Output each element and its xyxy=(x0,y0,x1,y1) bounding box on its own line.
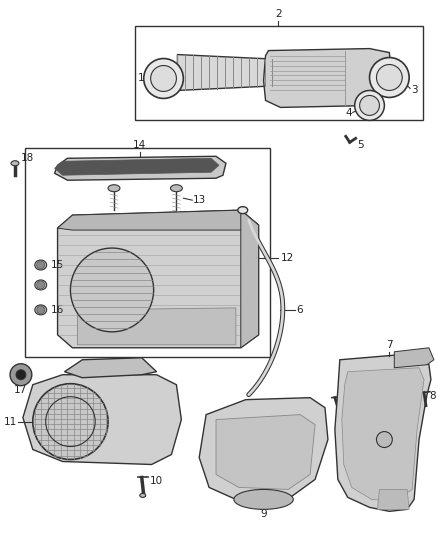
Text: 8: 8 xyxy=(429,391,435,401)
Circle shape xyxy=(377,64,402,91)
Polygon shape xyxy=(55,158,219,175)
Text: 3: 3 xyxy=(411,85,418,95)
Circle shape xyxy=(71,248,154,332)
Text: 6: 6 xyxy=(296,305,303,315)
Polygon shape xyxy=(177,54,272,91)
Circle shape xyxy=(37,306,45,314)
Ellipse shape xyxy=(234,489,293,510)
Text: 7: 7 xyxy=(386,340,392,350)
Polygon shape xyxy=(394,348,434,368)
Text: 17: 17 xyxy=(14,385,28,394)
Text: 8: 8 xyxy=(342,394,349,405)
Text: 1: 1 xyxy=(138,74,145,84)
Circle shape xyxy=(144,59,184,99)
Polygon shape xyxy=(342,368,424,502)
Text: 13: 13 xyxy=(193,195,206,205)
Text: 5: 5 xyxy=(358,140,364,150)
Polygon shape xyxy=(64,358,157,378)
Text: 14: 14 xyxy=(133,140,146,150)
Text: 11: 11 xyxy=(4,417,17,426)
Text: 9: 9 xyxy=(260,510,267,519)
Polygon shape xyxy=(264,49,391,108)
Polygon shape xyxy=(78,308,236,345)
Circle shape xyxy=(355,91,385,120)
Circle shape xyxy=(37,261,45,269)
Bar xyxy=(25,148,271,357)
Polygon shape xyxy=(23,375,181,464)
Polygon shape xyxy=(216,415,315,489)
Circle shape xyxy=(10,364,32,386)
Text: 15: 15 xyxy=(51,260,64,270)
Text: 18: 18 xyxy=(21,154,34,163)
Circle shape xyxy=(16,370,26,379)
Ellipse shape xyxy=(35,305,47,315)
Bar xyxy=(135,26,423,120)
Circle shape xyxy=(377,432,392,448)
Ellipse shape xyxy=(35,280,47,290)
Ellipse shape xyxy=(170,185,182,192)
Text: 10: 10 xyxy=(150,477,163,487)
Text: 12: 12 xyxy=(280,253,293,263)
Circle shape xyxy=(370,58,409,98)
Ellipse shape xyxy=(238,207,248,214)
Polygon shape xyxy=(378,489,409,510)
Circle shape xyxy=(37,281,45,289)
Polygon shape xyxy=(55,156,226,180)
Circle shape xyxy=(151,66,177,92)
Text: 4: 4 xyxy=(345,108,352,118)
Text: 2: 2 xyxy=(275,9,282,19)
Polygon shape xyxy=(57,210,258,230)
Polygon shape xyxy=(241,210,258,348)
Ellipse shape xyxy=(140,494,146,497)
Ellipse shape xyxy=(11,161,19,166)
Polygon shape xyxy=(335,355,431,511)
Circle shape xyxy=(360,95,379,116)
Polygon shape xyxy=(199,398,328,499)
Ellipse shape xyxy=(35,260,47,270)
Polygon shape xyxy=(57,210,258,348)
Text: 16: 16 xyxy=(51,305,64,315)
Ellipse shape xyxy=(108,185,120,192)
Circle shape xyxy=(33,384,108,459)
